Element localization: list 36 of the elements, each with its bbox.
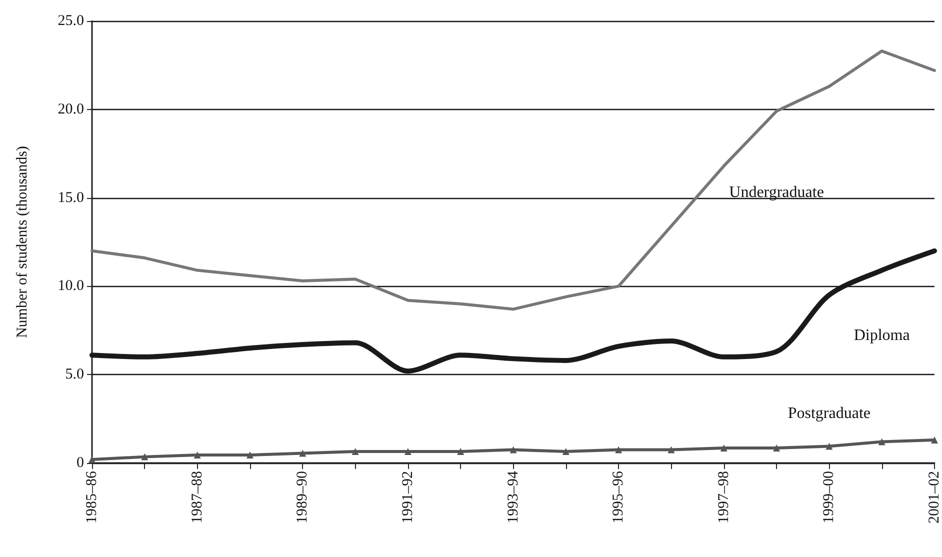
y-tick-label: 0 [76,455,84,471]
point [720,444,728,452]
series-label: Postgraduate [788,404,871,422]
y-axis-title: Number of students (thousands) [14,146,30,338]
point [352,448,359,456]
x-tick-label: 1997–98 [716,471,732,524]
point [404,448,412,456]
point [668,446,675,454]
y-tick-label: 15.0 [58,190,84,206]
point [773,444,780,452]
point [615,446,622,454]
y-tick-label: 10.0 [58,278,84,294]
line-series [90,50,936,311]
y-tick-label: 5.0 [65,366,84,383]
series-label: Undergraduate [729,184,824,201]
x-tick-label: 1989–90 [294,471,311,524]
y-tick-label: 20.0 [58,101,84,118]
point [826,442,833,450]
x-tick-label: 1987–88 [189,471,206,524]
x-tick-label: 1999–00 [821,471,838,524]
point [299,450,306,457]
point [141,453,148,460]
x-tick-label: 1995–96 [610,470,627,524]
x-tick-label: 1993–94 [505,470,522,524]
point [878,438,886,446]
point [562,448,570,456]
point [510,446,517,454]
point [246,452,254,459]
x-tick-label: 1991–92 [400,471,416,524]
y-tick-label: 25.0 [58,13,84,29]
x-tick-label: 1985–86 [84,470,100,524]
point [194,452,201,459]
point [457,448,464,456]
point [931,436,938,444]
x-tick-label: 2001–02 [926,471,942,524]
text: Diploma [854,327,910,344]
